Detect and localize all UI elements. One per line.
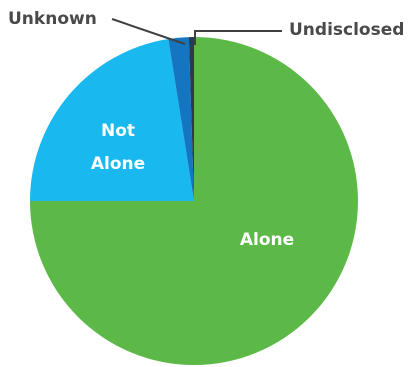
slice-label-undisclosed: Undisclosed xyxy=(289,20,404,40)
leader-line-unknown xyxy=(111,18,186,45)
slice-label-alone: Alone xyxy=(240,230,294,250)
leader-line-undisclosed xyxy=(194,30,282,45)
slice-label-unknown: Unknown xyxy=(8,9,97,29)
slice-label-not-alone-line2: Alone xyxy=(91,154,145,174)
pie-slice-undisclosed xyxy=(188,37,194,201)
pie-slice-unknown xyxy=(168,37,194,201)
slice-label-not-alone-line1: Not xyxy=(101,121,135,141)
pie-slice-not-alone xyxy=(30,39,194,201)
pie-slices xyxy=(30,37,358,365)
